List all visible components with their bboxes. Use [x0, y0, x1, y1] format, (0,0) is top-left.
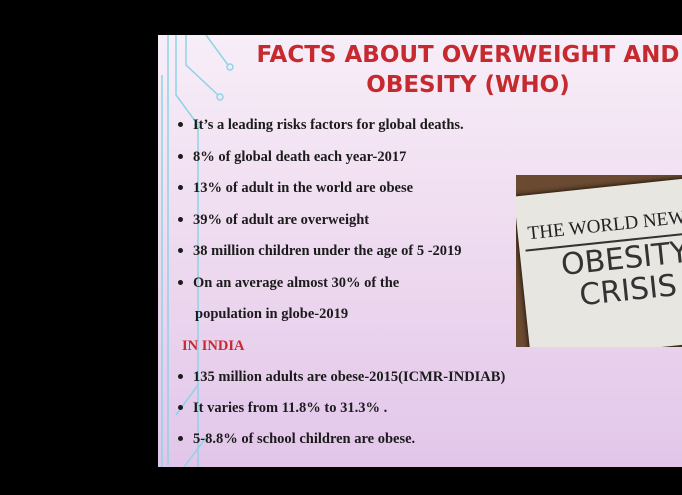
bullet-text: 38 million children under the age of 5 -… — [193, 243, 462, 260]
bullet-dot — [178, 248, 183, 253]
bullet-text: 13% of adult in the world are obese — [193, 180, 413, 197]
bullet-text: population in globe-2019 — [195, 306, 348, 323]
bullet-dot — [178, 217, 183, 222]
bullet-dot — [178, 122, 183, 127]
title-line: FACTS ABOUT OVERWEIGHT AND — [158, 42, 682, 68]
bullet-text: On an average almost 30% of the — [193, 275, 399, 292]
bullet-text: 5-8.8% of school children are obese. — [193, 431, 415, 448]
page: FACTS ABOUT OVERWEIGHT AND OBESITY (WHO)… — [0, 0, 682, 495]
bullet-dot — [178, 154, 183, 159]
bullet-text: It varies from 11.8% to 31.3% . — [193, 400, 387, 417]
newspaper-sheet: THE WORLD NEW OBESITY CRISIS — [516, 178, 682, 347]
bullet-text: It’s a leading risks factors for global … — [193, 117, 464, 134]
bullet-dot — [178, 405, 183, 410]
title-line: OBESITY (WHO) — [158, 72, 682, 98]
bullet-text: 135 million adults are obese-2015(ICMR-I… — [193, 369, 505, 386]
headline: OBESITY CRISIS — [560, 237, 682, 314]
section-heading: IN INDIA — [182, 338, 244, 355]
bullet-text: 39% of adult are overweight — [193, 212, 369, 229]
bullet-dot — [178, 280, 183, 285]
slide: FACTS ABOUT OVERWEIGHT AND OBESITY (WHO)… — [158, 35, 682, 467]
newspaper-image: THE WORLD NEW OBESITY CRISIS — [516, 175, 682, 347]
bullet-dot — [178, 436, 183, 441]
bullet-dot — [178, 185, 183, 190]
bullet-dot — [178, 374, 183, 379]
bullet-text: 8% of global death each year-2017 — [193, 149, 406, 166]
